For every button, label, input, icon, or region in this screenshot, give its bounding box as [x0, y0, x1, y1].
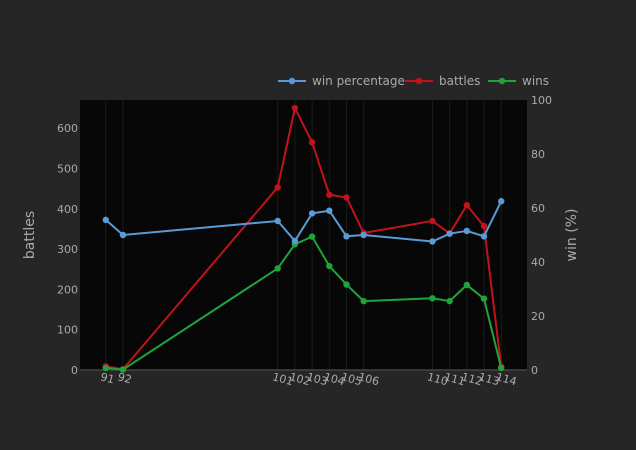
y-right-tick-label: 100 [531, 94, 552, 107]
legend-label: wins [522, 74, 549, 88]
legend-swatch-marker [288, 77, 296, 85]
data-point-wins [343, 281, 350, 288]
legend-swatch-marker [498, 77, 506, 85]
y-right-tick-label: 60 [531, 202, 545, 215]
data-point-win-percentage [446, 230, 453, 237]
series-battles [102, 104, 505, 373]
data-point-wins [429, 295, 436, 302]
left-axis: 0 100 200 300 400 500 600 [57, 122, 78, 377]
data-point-win-percentage [480, 233, 488, 240]
y-left-tick-label: 0 [71, 364, 78, 377]
data-point-wins [446, 297, 453, 305]
data-point-win-percentage [498, 198, 505, 205]
y-right-tick-label: 80 [531, 148, 545, 161]
plot-background [80, 100, 527, 370]
data-point-wins [463, 281, 471, 289]
y-left-tick-label: 400 [57, 203, 78, 216]
series-wins [102, 233, 505, 373]
data-point-win-percentage [429, 238, 436, 245]
data-point-battles [326, 191, 333, 198]
data-point-battles [308, 139, 316, 146]
y-right-tick-label: 0 [531, 364, 538, 377]
data-point-battles [480, 222, 488, 230]
y-left-tick-label: 200 [57, 283, 78, 296]
x-tick-label: 111 [443, 370, 467, 388]
series-group [102, 104, 505, 373]
x-tick-label: 106 [357, 370, 381, 388]
data-point-win-percentage [274, 217, 281, 225]
x-tick-label: 114 [494, 370, 518, 388]
x-tick-label: 113 [477, 370, 501, 388]
y-left-tick-label: 300 [57, 243, 78, 256]
x-tick-label: 92 [116, 370, 133, 386]
data-point-battles [274, 184, 281, 191]
data-point-win-percentage [308, 210, 316, 217]
x-tick-label: 105 [340, 370, 364, 388]
y-right-tick-label: 20 [531, 310, 545, 323]
y-left-axis-label: battles [22, 211, 38, 259]
y-left-tick-label: 100 [57, 324, 78, 337]
y-right-tick-label: 40 [531, 256, 545, 269]
data-point-win-percentage [119, 231, 127, 239]
x-tick-label: 110 [426, 370, 450, 388]
y-left-tick-label: 600 [57, 122, 78, 135]
data-point-win-percentage [343, 233, 350, 240]
x-tick-label: 102 [288, 370, 312, 388]
legend-item-wins[interactable]: wins [488, 74, 549, 88]
data-point-battles [463, 201, 471, 209]
legend-item-win-percentage[interactable]: win percentage [278, 74, 405, 88]
data-point-battles [343, 194, 350, 201]
right-axis: 0 20 40 60 80 100 [531, 94, 552, 377]
series-win-percentage [102, 198, 505, 245]
data-point-wins [480, 295, 488, 302]
legend-label: win percentage [312, 74, 405, 88]
data-point-battles [429, 217, 436, 225]
legend-item-battles[interactable]: battles [405, 74, 480, 88]
data-point-win-percentage [360, 231, 367, 239]
data-point-win-percentage [291, 237, 299, 245]
legend[interactable]: win percentage battles wins [278, 74, 549, 88]
x-tick-label: 103 [305, 370, 329, 388]
data-point-wins [326, 262, 333, 270]
y-right-axis-label: win (%) [564, 209, 580, 262]
data-point-wins [274, 265, 281, 272]
data-point-win-percentage [326, 207, 333, 214]
y-left-tick-label: 500 [57, 163, 78, 176]
x-tick-label: 104 [323, 370, 347, 388]
data-point-wins [308, 233, 316, 240]
data-point-wins [498, 364, 505, 372]
data-point-battles [291, 104, 299, 112]
x-tick-label: 112 [460, 370, 484, 388]
data-point-wins [119, 366, 127, 373]
data-point-win-percentage [463, 227, 471, 235]
data-point-wins [102, 364, 109, 372]
x-tick-label: 101 [271, 370, 295, 388]
legend-label: battles [439, 74, 480, 88]
legend-swatch-marker [415, 77, 423, 85]
data-point-wins [360, 297, 367, 305]
data-point-win-percentage [102, 216, 109, 224]
x-tick-label: 91 [99, 370, 116, 386]
